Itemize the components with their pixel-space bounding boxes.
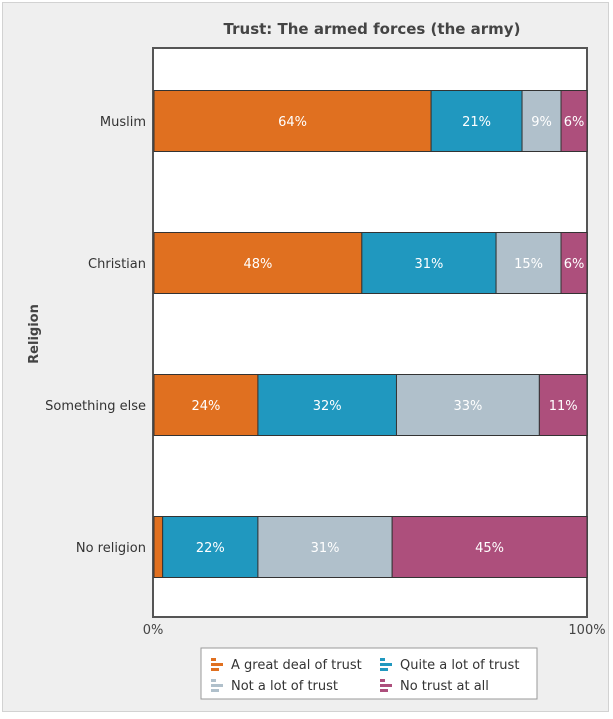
chart-title: Trust: The armed forces (the army): [224, 20, 521, 38]
legend-swatch-icon: [380, 658, 392, 671]
bar-segment[interactable]: [395, 374, 540, 436]
data-label: 33%: [453, 399, 482, 414]
data-label: 9%: [531, 115, 552, 130]
y-axis-label: Religion: [27, 304, 42, 364]
data-label: 31%: [415, 257, 444, 272]
legend-item[interactable]: A great deal of trust: [211, 658, 362, 673]
bar-segment[interactable]: [495, 232, 562, 294]
legend-label: A great deal of trust: [231, 658, 362, 673]
data-label: 32%: [313, 399, 342, 414]
bar-segment[interactable]: [153, 516, 164, 578]
legend-swatch-icon: [380, 679, 392, 692]
data-label: 48%: [243, 257, 272, 272]
legend-box: [200, 647, 538, 700]
bar-segment[interactable]: [153, 374, 259, 436]
data-label: 21%: [462, 115, 491, 130]
bar-segment[interactable]: [538, 374, 588, 436]
legend-label: Quite a lot of trust: [400, 658, 519, 673]
bar-segment[interactable]: [257, 516, 393, 578]
bar-segment[interactable]: [153, 232, 363, 294]
legend-swatch-icon: [211, 658, 223, 671]
bar-segment[interactable]: [257, 374, 397, 436]
bar-segment[interactable]: [560, 90, 588, 152]
bar-segment[interactable]: [391, 516, 588, 578]
bar-segment[interactable]: [162, 516, 259, 578]
bars-layer: 64%21%9%6%48%31%15%6%24%32%33%11%2%22%31…: [153, 90, 588, 578]
bar-segment[interactable]: [153, 90, 432, 152]
legend-label: No trust at all: [400, 679, 489, 694]
category-labels: Muslim Christian Something else No religion: [45, 115, 146, 556]
x-tick-label: 0%: [143, 623, 164, 638]
data-label: 6%: [564, 257, 585, 272]
data-label: 6%: [564, 115, 585, 130]
data-label: 64%: [278, 115, 307, 130]
chart-frame: Trust: The armed forces (the army) Relig…: [2, 2, 609, 712]
data-label: 24%: [192, 399, 221, 414]
data-label: 11%: [549, 399, 578, 414]
legend-item[interactable]: Not a lot of trust: [211, 679, 338, 694]
data-label: 15%: [514, 257, 543, 272]
bar-segment[interactable]: [560, 232, 588, 294]
bar-segment[interactable]: [521, 90, 562, 152]
legend-item[interactable]: No trust at all: [380, 679, 489, 694]
legend: A great deal of trust Quite a lot of tru…: [200, 647, 538, 700]
x-tick-label: 100%: [568, 623, 605, 638]
category-label: Christian: [88, 257, 146, 272]
data-label: 45%: [475, 541, 504, 556]
category-label: Something else: [45, 399, 146, 414]
stacked-bar-chart: Trust: The armed forces (the army) Relig…: [27, 20, 606, 700]
category-label: No religion: [76, 541, 146, 556]
legend-swatch-icon: [211, 679, 223, 692]
data-label: 22%: [196, 541, 225, 556]
legend-item[interactable]: Quite a lot of trust: [380, 658, 519, 673]
data-label: 31%: [311, 541, 340, 556]
category-label: Muslim: [100, 115, 146, 130]
legend-label: Not a lot of trust: [231, 679, 338, 694]
